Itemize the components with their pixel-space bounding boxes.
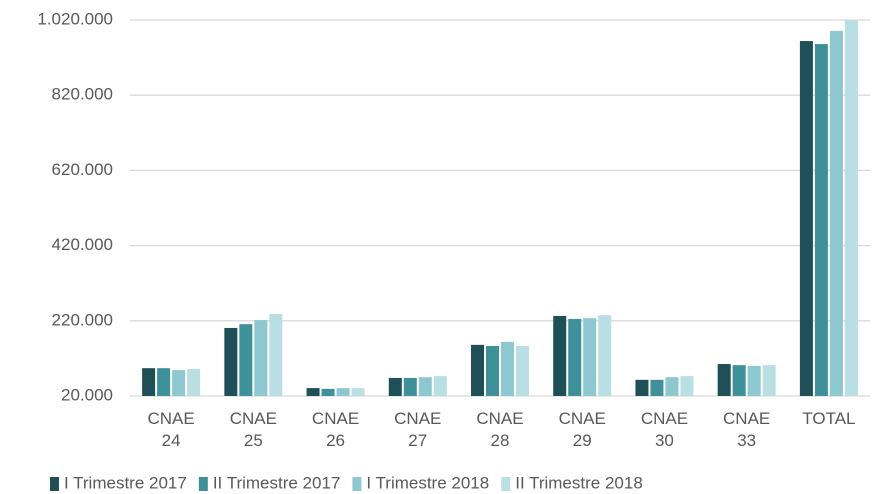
- bar: [336, 388, 350, 396]
- legend-label: II Trimestre 2018: [515, 473, 643, 492]
- legend-marker: [50, 477, 59, 491]
- x-tick-label: CNAE 30: [640, 409, 689, 450]
- bar: [814, 44, 828, 397]
- legend-label: I Trimestre 2018: [366, 473, 489, 492]
- bar: [269, 314, 283, 396]
- bar: [568, 318, 582, 396]
- bar: [516, 345, 529, 396]
- x-tick-label: CNAE 26: [311, 409, 360, 450]
- x-tick-label: CNAE 27: [394, 409, 442, 450]
- legend-label: I Trimestre 2017: [64, 473, 187, 492]
- bar: [187, 368, 201, 396]
- bar: [486, 345, 499, 396]
- y-tick-label: 820.000: [52, 85, 113, 104]
- legend-label: II Trimestre 2017: [213, 473, 341, 492]
- bar: [635, 379, 649, 396]
- bar: [583, 318, 597, 396]
- bar: [172, 370, 186, 396]
- legend-marker: [352, 477, 362, 491]
- y-tick-label: 620.000: [52, 160, 113, 179]
- bar: [433, 376, 447, 396]
- bar: [844, 20, 858, 396]
- x-tick-label: CNAE 25: [229, 409, 277, 450]
- x-tick-label: CNAE 33: [723, 409, 771, 450]
- bar: [254, 320, 268, 396]
- bar: [418, 377, 432, 396]
- x-tick-label: CNAE 29: [558, 409, 606, 450]
- bar: [799, 41, 813, 396]
- bar: [157, 368, 171, 396]
- x-tick-label: TOTAL: [802, 409, 856, 428]
- bar: [351, 388, 365, 396]
- bar: [680, 376, 694, 396]
- bar: [306, 388, 320, 396]
- bar: [732, 365, 746, 396]
- bar: [553, 315, 567, 396]
- bar: [142, 368, 156, 396]
- bar: [224, 327, 238, 396]
- bar: [403, 377, 417, 396]
- bar: [501, 341, 514, 396]
- x-tick-label: CNAE 24: [147, 409, 195, 450]
- bar: [598, 315, 612, 396]
- legend-marker: [501, 477, 511, 491]
- y-tick-label: 20.000: [61, 385, 113, 404]
- y-tick-label: 220.000: [52, 310, 113, 329]
- bar: [321, 388, 335, 396]
- bar: [471, 344, 484, 396]
- bar: [650, 379, 664, 396]
- bar: [747, 365, 761, 396]
- bar: [388, 377, 402, 396]
- bar: [762, 365, 776, 396]
- bar: [717, 364, 731, 396]
- bar: [665, 377, 679, 396]
- y-tick-label: 1.020.000: [37, 9, 113, 28]
- x-tick-label: CNAE 28: [476, 409, 524, 450]
- bar: [239, 324, 253, 396]
- y-tick-label: 420.000: [52, 235, 113, 254]
- legend-marker: [198, 477, 208, 491]
- bar: [829, 30, 843, 397]
